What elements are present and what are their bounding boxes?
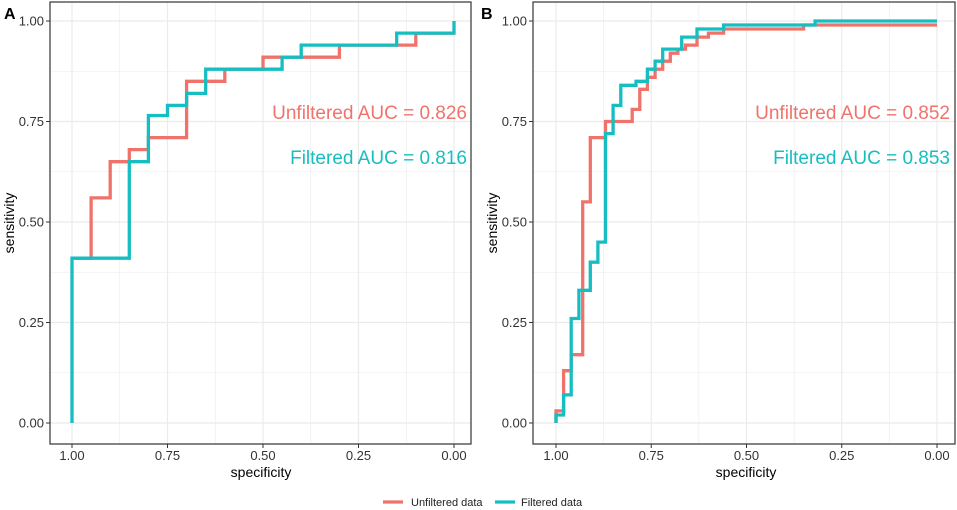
roc-panel-b: B Unfiltered AUC = 0.852 Filtered AUC = 0.… xyxy=(481,2,955,480)
y-tick-label: 0.75 xyxy=(502,114,527,129)
y-tick-label: 0.25 xyxy=(502,315,527,330)
x-tick-label: 1.00 xyxy=(543,448,568,463)
panel-letter: A xyxy=(4,6,16,23)
y-tick-label: 0.00 xyxy=(502,416,527,431)
unfiltered-auc-label: Unfiltered AUC = 0.826 xyxy=(272,103,467,124)
x-tick-label: 0.75 xyxy=(639,448,664,463)
x-tick-label: 0.00 xyxy=(924,448,949,463)
x-tick-label: 0.50 xyxy=(734,448,759,463)
y-tick-label: 1.00 xyxy=(502,14,527,29)
panel-letter: B xyxy=(481,6,493,23)
roc-figure: A Unfiltered AUC = 0.826 Filtered AUC = 0.… xyxy=(0,0,957,510)
legend-label-filtered: Filtered data xyxy=(521,497,583,509)
filtered-auc-label: Filtered AUC = 0.853 xyxy=(773,148,950,169)
y-axis-title: sensitivity xyxy=(484,193,500,254)
y-tick-label: 0.75 xyxy=(19,114,44,129)
y-tick-label: 1.00 xyxy=(19,14,44,29)
panel-border xyxy=(533,2,955,444)
x-tick-label: 0.50 xyxy=(250,448,275,463)
y-tick-label: 0.50 xyxy=(19,215,44,230)
x-axis-title: specificity xyxy=(231,464,292,480)
y-tick-label: 0.00 xyxy=(19,416,44,431)
legend: Unfiltered data Filtered data xyxy=(383,497,583,509)
x-tick-label: 0.75 xyxy=(155,448,180,463)
roc-panel-a: A Unfiltered AUC = 0.826 Filtered AUC = 0.… xyxy=(1,2,471,480)
filtered-auc-label: Filtered AUC = 0.816 xyxy=(290,148,467,169)
x-tick-label: 0.00 xyxy=(441,448,466,463)
x-tick-label: 0.25 xyxy=(829,448,854,463)
legend-label-unfiltered: Unfiltered data xyxy=(411,497,483,509)
x-axis-title: specificity xyxy=(716,464,777,480)
y-tick-label: 0.50 xyxy=(502,215,527,230)
x-tick-label: 0.25 xyxy=(346,448,371,463)
y-tick-label: 0.25 xyxy=(19,315,44,330)
x-tick-label: 1.00 xyxy=(59,448,84,463)
y-axis-title: sensitivity xyxy=(1,193,17,254)
unfiltered-auc-label: Unfiltered AUC = 0.852 xyxy=(755,103,950,124)
